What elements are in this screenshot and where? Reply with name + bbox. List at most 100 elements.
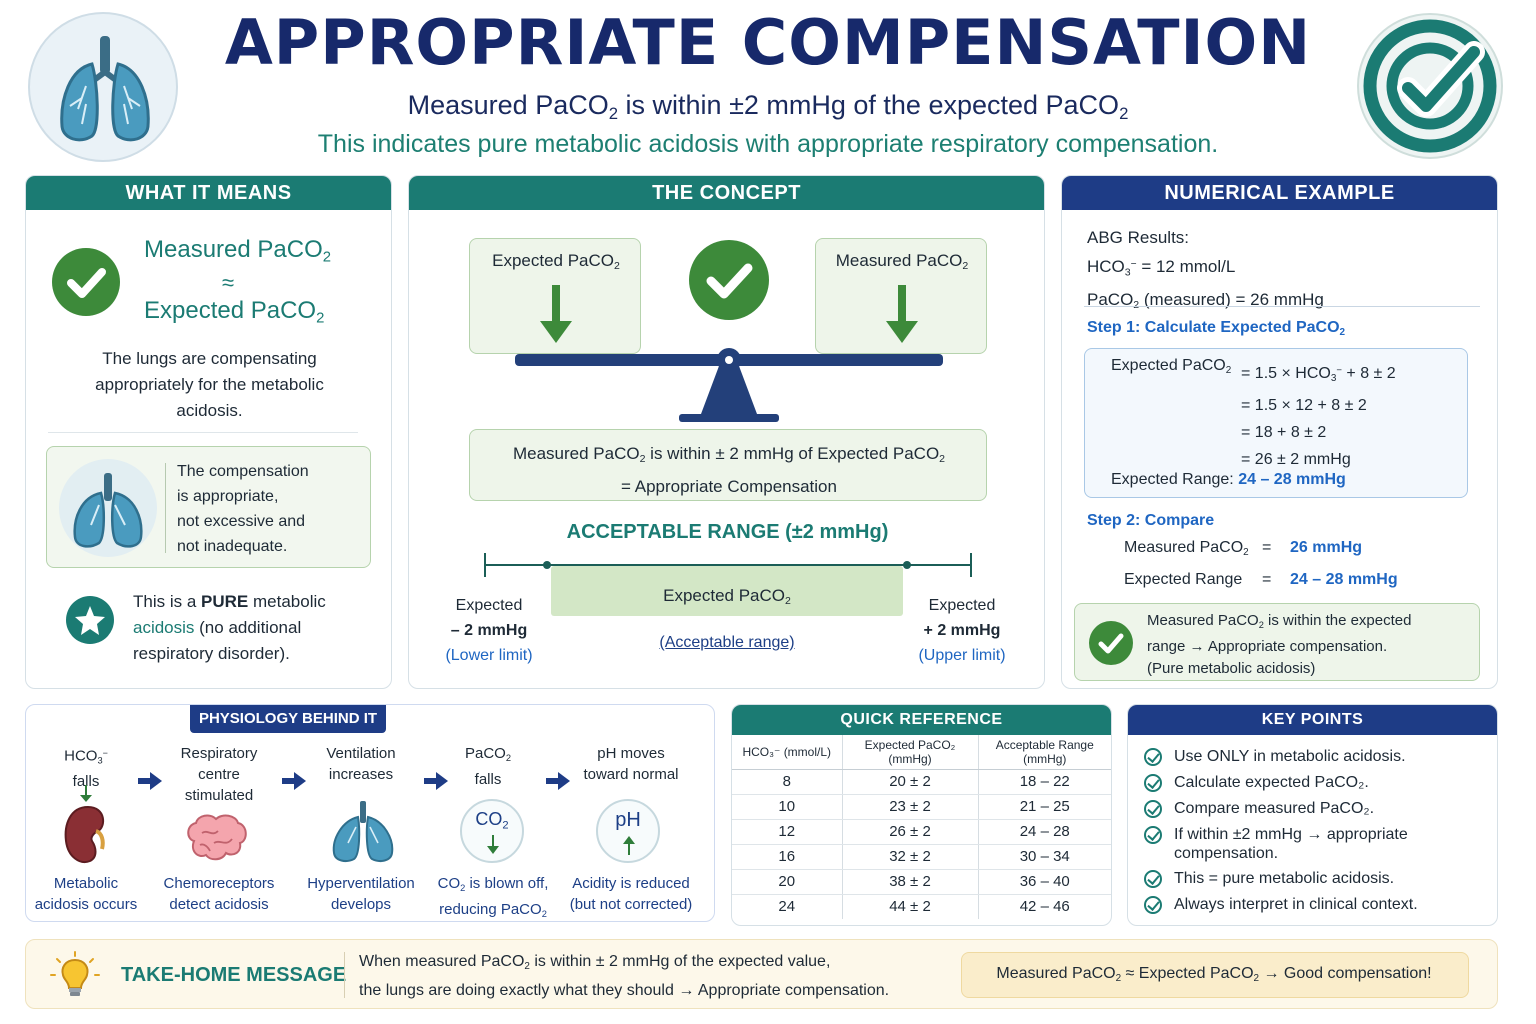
down-arrow-icon — [540, 285, 572, 343]
calc-label: Expected PaCO2 — [1111, 357, 1232, 376]
what-it-means-heading: WHAT IT MEANS — [26, 176, 391, 210]
concept-card: THE CONCEPT Expected PaCO2 Measured PaCO… — [408, 175, 1045, 689]
table-row: 20 38 ± 2 36 – 40 — [732, 869, 1111, 895]
col-range: Acceptable Range (mmHg) — [978, 735, 1111, 770]
concept-statement-box: Measured PaCO2 is within ± 2 mmHg of Exp… — [469, 429, 987, 501]
compensation-box-text: The compensation is appropriate, not exces… — [177, 463, 309, 555]
table-cell: 44 ± 2 — [842, 894, 979, 919]
result-text: Measured PaCO2 is within the expected ra… — [1147, 612, 1412, 677]
table-cell: 12 — [732, 819, 843, 845]
lungs-icon — [59, 459, 157, 557]
down-arrow-icon — [487, 835, 499, 854]
step-paco2-falls: PaCO2 falls — [464, 745, 512, 788]
key-point-item: Calculate expected PaCO₂. — [1144, 773, 1369, 792]
key-point-item: This = pure metabolic acidosis. — [1144, 869, 1394, 888]
star-icon — [66, 596, 114, 644]
step-ventilation: Ventilation increases — [326, 745, 396, 783]
good-compensation-pill: Measured PaCO2 ≈ Expected PaCO2 → Good c… — [961, 952, 1469, 998]
physiology-heading: PHYSIOLOGY BEHIND IT — [190, 705, 386, 733]
vertical-divider — [344, 952, 345, 998]
lungs-icon — [332, 801, 394, 862]
brain-icon — [187, 814, 247, 861]
range-center-label: Expected PaCO2 — [663, 586, 791, 608]
compensation-box: The compensation is appropriate, not exces… — [46, 446, 371, 568]
table-cell: 24 — [732, 894, 843, 919]
step-hco3-falls: HCO3− falls — [64, 747, 108, 791]
upper-limit: Expected + 2 mmHg (Upper limit) — [918, 597, 1006, 664]
page-subtitle: Measured PaCO2 is within ±2 mmHg of the … — [407, 90, 1129, 124]
step-paco2-falls-result: CO2 is blown off, reducing PaCO2 — [437, 875, 549, 919]
balance-check-icon — [689, 240, 769, 320]
abg-results: ABG Results: HCO3− = 12 mmol/L PaCO2 (me… — [1087, 228, 1324, 311]
divider — [48, 432, 358, 433]
key-point-item: Always interpret in clinical context. — [1144, 895, 1418, 914]
measured-paco2-label: Measured PaCO2 — [835, 251, 969, 273]
table-cell: 10 — [732, 794, 843, 820]
check-circle-icon — [1144, 896, 1162, 914]
arrow-right-icon — [138, 772, 162, 790]
check-circle-icon — [1144, 774, 1162, 792]
table-row: 24 44 ± 2 42 – 46 — [732, 894, 1111, 919]
arrow-right-icon — [424, 772, 448, 790]
equation-approx: ≈ — [222, 270, 235, 295]
measured-paco2-box: Measured PaCO2 — [815, 238, 987, 354]
concept-statement: Measured PaCO2 is within ± 2 mmHg of Exp… — [512, 444, 946, 497]
equation-expected: Expected PaCO2 — [144, 297, 325, 327]
meaning-description: The lungs are compensating appropriately … — [95, 349, 324, 420]
check-circle-icon — [1144, 870, 1162, 888]
check-icon — [52, 248, 120, 316]
pure-acidosis-statement: This is a PURE metabolic acidosis (no ad… — [133, 592, 326, 663]
step-1-label: Step 1: Calculate Expected PaCO2 — [1087, 319, 1346, 338]
step-ph-moves-result: Acidity is reduced (but not corrected) — [569, 875, 693, 913]
col-expected: Expected PaCO₂ (mmHg) — [842, 735, 979, 770]
table-cell: 18 – 22 — [978, 769, 1111, 795]
key-points-card: KEY POINTS Use ONLY in metabolic acidosi… — [1127, 704, 1498, 926]
compare-range-value: 24 – 28 mmHg — [1290, 571, 1398, 588]
vertical-divider — [165, 463, 166, 553]
take-home-heading: TAKE-HOME MESSAGE — [121, 964, 347, 986]
check-circle-icon — [1144, 800, 1162, 818]
table-row: 10 23 ± 2 21 – 25 — [732, 794, 1111, 820]
lightbulb-icon — [50, 951, 100, 996]
step-ph-moves: pH moves toward normal — [583, 745, 679, 783]
range-center-note: (Acceptable range) — [659, 634, 795, 651]
ph-icon: pH — [596, 799, 660, 863]
expected-paco2-box: Expected PaCO2 — [469, 238, 641, 354]
table-cell: 32 ± 2 — [842, 844, 979, 870]
divider — [1084, 306, 1480, 307]
calc-lines: = 1.5 × HCO3− + 8 ± 2 = 1.5 × 12 + 8 ± 2… — [1241, 364, 1396, 468]
lungs-logo-icon — [28, 12, 178, 162]
target-check-logo-icon — [1356, 12, 1504, 160]
result-box: Measured PaCO2 is within the expected ra… — [1074, 603, 1480, 681]
down-arrow-icon — [80, 785, 92, 802]
equation-measured: Measured PaCO2 — [144, 236, 332, 266]
step-2-label: Step 2: Compare — [1087, 512, 1215, 529]
compare-range-label: Expected Range — [1124, 571, 1243, 588]
table-cell: 26 ± 2 — [842, 819, 979, 845]
down-arrow-icon — [886, 285, 918, 343]
up-arrow-icon — [623, 836, 635, 855]
page-subtitle-interpretation: This indicates pure metabolic acidosis w… — [317, 130, 1219, 158]
numerical-example-card: NUMERICAL EXAMPLE ABG Results: HCO3− = 1… — [1061, 175, 1498, 689]
quick-reference-card: QUICK REFERENCE HCO₃⁻ (mmol/L) Expected … — [731, 704, 1112, 926]
quick-reference-table: HCO₃⁻ (mmol/L) Expected PaCO₂ (mmHg) Acc… — [732, 735, 1111, 919]
co2-icon-text: CO2 — [475, 809, 509, 832]
table-cell: 20 — [732, 869, 843, 895]
key-point-item: Use ONLY in metabolic acidosis. — [1144, 747, 1406, 766]
check-circle-icon — [1144, 748, 1162, 766]
table-cell: 42 – 46 — [1019, 898, 1070, 916]
arrow-right-icon — [282, 772, 306, 790]
acceptable-range-band — [551, 566, 903, 616]
table-row: 16 32 ± 2 30 – 34 — [732, 844, 1111, 870]
step-respiratory-centre-result: Chemoreceptors detect acidosis — [163, 875, 275, 913]
table-cell: 23 ± 2 — [842, 794, 979, 820]
compare-eq: = — [1262, 571, 1272, 588]
col-hco3: HCO₃⁻ (mmol/L) — [732, 735, 843, 770]
concept-heading: THE CONCEPT — [409, 176, 1044, 210]
table-cell: 8 — [732, 769, 843, 795]
calculation-box: Expected PaCO2 = 1.5 × HCO3− + 8 ± 2 = 1… — [1084, 348, 1468, 498]
arrow-right-icon — [546, 772, 570, 790]
ph-icon-text: pH — [615, 809, 641, 831]
table-cell: 16 — [732, 844, 843, 870]
good-compensation-text: Measured PaCO2 ≈ Expected PaCO2 → Good c… — [996, 965, 1432, 984]
